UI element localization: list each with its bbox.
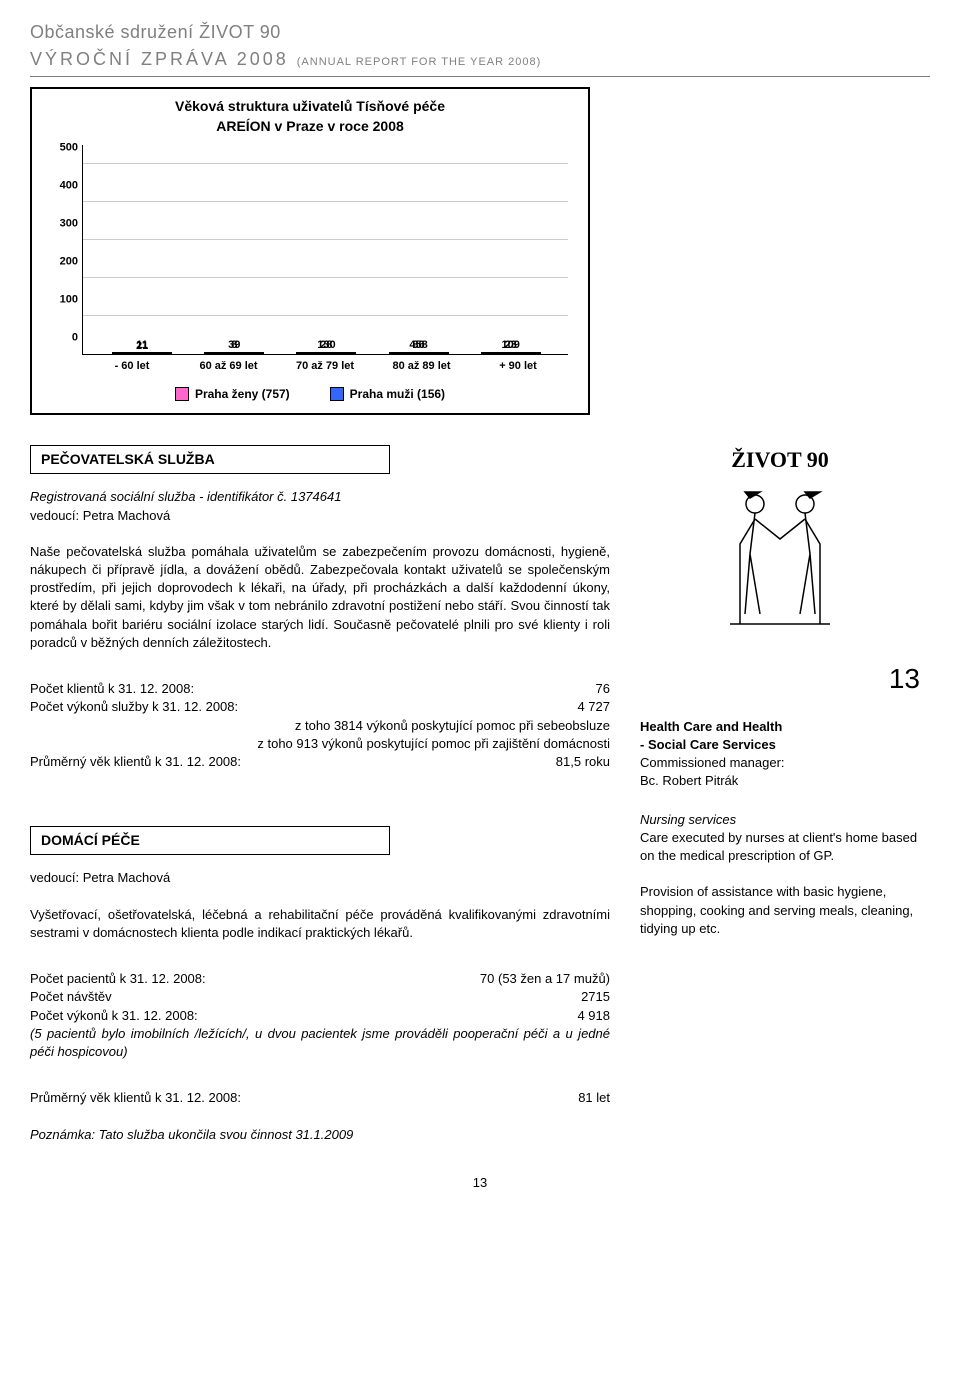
right-box2-line1: Nursing services xyxy=(640,811,920,829)
chart-title: Věková struktura uživatelů Tísňové péče … xyxy=(42,97,578,136)
section2-head: vedoucí: Petra Machová xyxy=(30,869,610,887)
chart-title-line2: AREÍON v Praze v roce 2008 xyxy=(42,117,578,137)
right-box2-line3: Provision of assistance with basic hygie… xyxy=(640,883,920,938)
right-box-nursing: Nursing services Care executed by nurses… xyxy=(640,811,920,938)
section2-stat4-label: Průměrný věk klientů k 31. 12. 2008: xyxy=(30,1089,241,1107)
ytick-500: 500 xyxy=(48,140,78,155)
right-brand: ŽIVOT 90 xyxy=(640,445,920,476)
xcat-4: + 90 let xyxy=(478,359,558,374)
right-box1-line1: Health Care and Health xyxy=(640,718,920,736)
right-box1-line3: Commissioned manager: xyxy=(640,754,920,772)
section1-title: PEČOVATELSKÁ SLUŽBA xyxy=(30,445,390,475)
section2-stat1-val: 70 (53 žen a 17 mužů) xyxy=(480,970,610,988)
section2-stat1-label: Počet pacientů k 31. 12. 2008: xyxy=(30,970,206,988)
legend-label-men: Praha muži (156) xyxy=(350,386,445,403)
header-report: VÝROČNÍ ZPRÁVA 2008 (ANNUAL REPORT FOR T… xyxy=(30,47,930,72)
header-report-main: VÝROČNÍ ZPRÁVA 2008 xyxy=(30,49,289,69)
legend-swatch-men xyxy=(330,387,344,401)
legend-label-women: Praha ženy (757) xyxy=(195,386,290,403)
section1-stat3: z toho 3814 výkonů poskytující pomoc při… xyxy=(30,717,610,735)
section2-note: (5 pacientů bylo imobilních /ležících/, … xyxy=(30,1025,610,1061)
section1-para: Naše pečovatelská služba pomáhala uživat… xyxy=(30,543,610,652)
chart-plot-area: 0 100 200 300 400 500 21 11 39 8 130 28 xyxy=(82,145,568,355)
legend-swatch-women xyxy=(175,387,189,401)
xcat-2: 70 až 79 let xyxy=(285,359,365,374)
section1-stat1-val: 76 xyxy=(596,680,610,698)
section2-para: Vyšetřovací, ošetřovatelská, léčebná a r… xyxy=(30,906,610,942)
right-box2-line2: Care executed by nurses at client's home… xyxy=(640,829,920,865)
section2-stat4-val: 81 let xyxy=(578,1089,610,1107)
chart-xaxis: - 60 let 60 až 69 let 70 až 79 let 80 až… xyxy=(82,355,568,374)
bar-label-m3: 86 xyxy=(389,338,449,353)
xcat-3: 80 až 89 let xyxy=(382,359,462,374)
bar-label-m2: 28 xyxy=(296,338,356,353)
right-logo-icon xyxy=(640,484,920,639)
chart-legend: Praha ženy (757) Praha muži (156) xyxy=(42,386,578,403)
section2-footnote: Poznámka: Tato služba ukončila svou činn… xyxy=(30,1126,610,1144)
header-divider xyxy=(30,76,930,77)
section1-stat1-label: Počet klientů k 31. 12. 2008: xyxy=(30,680,194,698)
right-box1-line4: Bc. Robert Pitrák xyxy=(640,772,920,790)
legend-women: Praha ženy (757) xyxy=(175,386,290,403)
age-structure-chart: Věková struktura uživatelů Tísňové péče … xyxy=(30,87,590,414)
chart-title-line1: Věková struktura uživatelů Tísňové péče xyxy=(42,97,578,117)
bar-label-m4: 23 xyxy=(481,338,541,353)
ytick-100: 100 xyxy=(48,292,78,307)
ytick-300: 300 xyxy=(48,216,78,231)
ytick-200: 200 xyxy=(48,254,78,269)
footer-page-number: 13 xyxy=(30,1174,930,1192)
bar-label-m0: 11 xyxy=(112,338,172,353)
section1-stat4: z toho 913 výkonů poskytující pomoc při … xyxy=(30,735,610,753)
section2-title: DOMÁCÍ PÉČE xyxy=(30,826,390,856)
xcat-0: - 60 let xyxy=(92,359,172,374)
legend-men: Praha muži (156) xyxy=(330,386,445,403)
header-report-sub: (ANNUAL REPORT FOR THE YEAR 2008) xyxy=(297,56,542,68)
section2-stat2-val: 2715 xyxy=(581,988,610,1006)
right-box1-line2: - Social Care Services xyxy=(640,736,920,754)
section2-stat3-val: 4 918 xyxy=(577,1007,610,1025)
ytick-400: 400 xyxy=(48,178,78,193)
section2-stat2-label: Počet návštěv xyxy=(30,988,112,1006)
section1-reg: Registrovaná sociální služba - identifik… xyxy=(30,488,610,506)
ytick-0: 0 xyxy=(48,330,78,345)
section1-stat5-label: Průměrný věk klientů k 31. 12. 2008: xyxy=(30,753,241,771)
section1-head: vedoucí: Petra Machová xyxy=(30,507,610,525)
page-number-side: 13 xyxy=(640,659,920,698)
section2-stat3-label: Počet výkonů k 31. 12. 2008: xyxy=(30,1007,198,1025)
section1-stat5-val: 81,5 roku xyxy=(556,753,610,771)
right-box-health: Health Care and Health - Social Care Ser… xyxy=(640,718,920,791)
section1-stat2-label: Počet výkonů služby k 31. 12. 2008: xyxy=(30,698,238,716)
bar-label-m1: 8 xyxy=(204,338,264,353)
header-org: Občanské sdružení ŽIVOT 90 xyxy=(30,20,930,45)
section1-stat2-val: 4 727 xyxy=(577,698,610,716)
xcat-1: 60 až 69 let xyxy=(189,359,269,374)
